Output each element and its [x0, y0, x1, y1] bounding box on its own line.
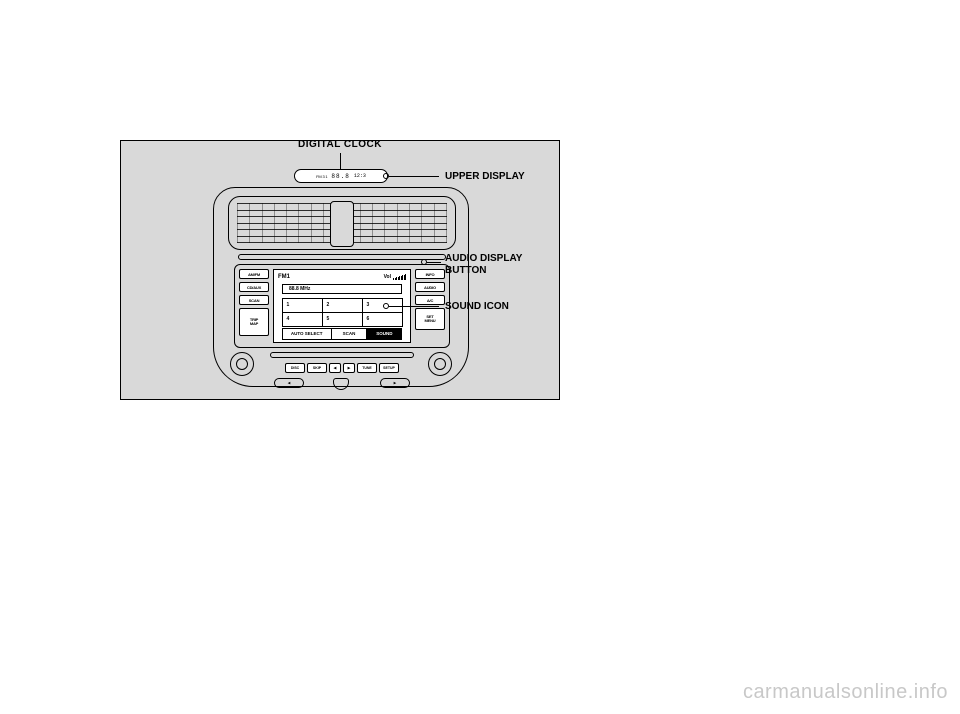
- upper-display: FM 3 1 88.8 12:3: [294, 169, 388, 183]
- audio-button[interactable]: AUDIO: [415, 282, 445, 292]
- preset-4[interactable]: 4: [282, 312, 323, 327]
- figure-inner: DIGITAL CLOCK FM 3 1 88.8 12:3: [121, 141, 559, 399]
- volume-indicator: Vol: [384, 274, 406, 280]
- screen-top-row: FM1 Vol: [278, 272, 406, 282]
- softkey-auto-select[interactable]: AUTO SELECT: [282, 328, 332, 340]
- band-indicator: FM1: [278, 274, 290, 280]
- volume-knob[interactable]: [230, 352, 254, 376]
- ac-button[interactable]: A/C: [415, 295, 445, 305]
- leader-sound-icon: [389, 306, 439, 307]
- console: FM 3 1 88.8 12:3: [213, 169, 469, 391]
- curve-left-button[interactable]: ◀: [274, 378, 304, 388]
- page: DIGITAL CLOCK FM 3 1 88.8 12:3: [0, 0, 960, 714]
- preset-3[interactable]: 3: [362, 298, 403, 313]
- label-digital-clock: DIGITAL CLOCK: [298, 139, 382, 150]
- watermark: carmanualsonline.info: [743, 681, 948, 704]
- preset-5[interactable]: 5: [322, 312, 363, 327]
- preset-1[interactable]: 1: [282, 298, 323, 313]
- preset-6[interactable]: 6: [362, 312, 403, 327]
- menu-label: MENU: [425, 319, 436, 323]
- label-sound-icon: SOUND ICON: [445, 301, 509, 313]
- left-button-column: AM/FM CD/AUX SCAN TRIP MAP: [239, 269, 269, 336]
- vent-center-button: [330, 201, 354, 247]
- map-label: MAP: [250, 322, 258, 326]
- seek-back-button[interactable]: ◀: [329, 363, 341, 373]
- label-audio-display-button: AUDIO DISPLAY BUTTON: [445, 253, 522, 277]
- skip-button[interactable]: SKIP: [307, 363, 327, 373]
- seek-fwd-button[interactable]: ▶: [343, 363, 355, 373]
- upper-display-band: FM 3 1: [316, 174, 327, 179]
- leader-upper-display: [389, 176, 439, 177]
- preset-2[interactable]: 2: [322, 298, 363, 313]
- amfm-button[interactable]: AM/FM: [239, 269, 269, 279]
- upper-display-freq: 88.8: [331, 173, 349, 180]
- tune-knob[interactable]: [428, 352, 452, 376]
- volume-bars-icon: [393, 274, 406, 280]
- air-vent: [228, 196, 456, 250]
- info-button[interactable]: INFO: [415, 269, 445, 279]
- cdaux-button[interactable]: CD/AUX: [239, 282, 269, 292]
- scan-button[interactable]: SCAN: [239, 295, 269, 305]
- manual-figure: DIGITAL CLOCK FM 3 1 88.8 12:3: [120, 140, 560, 400]
- disc-button[interactable]: DISC: [285, 363, 305, 373]
- trip-map-guide-button[interactable]: TRIP MAP: [239, 308, 269, 336]
- softkey-sound[interactable]: SOUND: [366, 328, 402, 340]
- console-bezel: AM/FM CD/AUX SCAN TRIP MAP INFO AUDIO A/…: [213, 187, 469, 387]
- frequency-readout: 88.8 MHz: [282, 284, 402, 294]
- trim-slot: [238, 254, 446, 260]
- softkey-scan[interactable]: SCAN: [331, 328, 367, 340]
- right-button-column: INFO AUDIO A/C SET MENU: [415, 269, 445, 330]
- setup-button[interactable]: SETUP: [379, 363, 399, 373]
- label-upper-display: UPPER DISPLAY: [445, 171, 525, 183]
- cd-slot: [270, 352, 414, 358]
- upper-display-clock: 12:3: [354, 173, 366, 179]
- curve-right-button[interactable]: ▶: [380, 378, 410, 388]
- vol-label: Vol: [384, 274, 391, 280]
- leader-audio-button: [427, 262, 441, 263]
- transport-button-row: DISC SKIP ◀ ▶ TUNE SETUP: [262, 362, 422, 374]
- set-menu-button[interactable]: SET MENU: [415, 308, 445, 330]
- tune-button[interactable]: TUNE: [357, 363, 377, 373]
- softkey-row: AUTO SELECT SCAN SOUND: [282, 328, 402, 339]
